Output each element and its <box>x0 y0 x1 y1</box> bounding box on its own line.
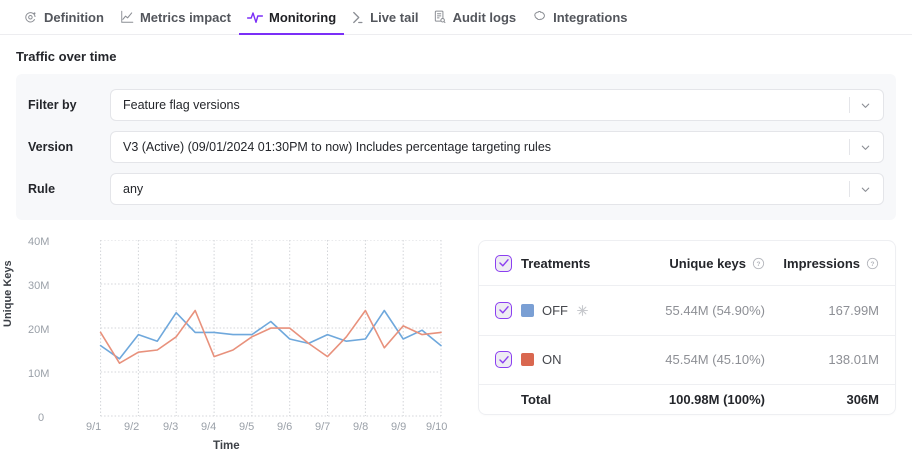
svg-text:?: ? <box>757 260 761 267</box>
svg-text:?: ? <box>871 260 875 267</box>
